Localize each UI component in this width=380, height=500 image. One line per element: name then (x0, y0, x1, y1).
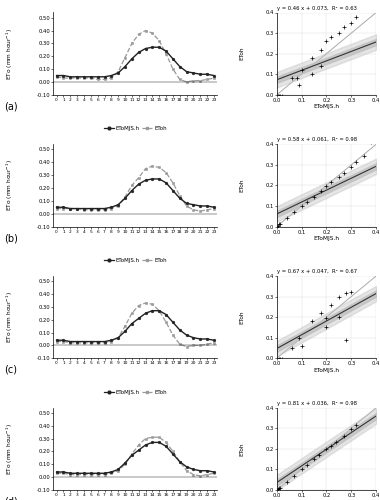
Point (333, 438, 339, 446)
Point (341, 23, 347, 31)
Point (291, 208, 297, 216)
Point (296, 334, 302, 342)
Point (296, 80, 302, 88)
Point (336, 29, 342, 37)
Point (341, 169, 347, 177)
Text: y = 0.81 x + 0.036,  R² = 0.98: y = 0.81 x + 0.036, R² = 0.98 (277, 401, 357, 406)
Point (328, 33, 334, 41)
Point (275, 356, 281, 364)
Point (279, 92, 285, 100)
Text: y = 0.58 x + 0.061,  R² = 0.98: y = 0.58 x + 0.061, R² = 0.98 (277, 138, 357, 142)
Point (353, 12, 359, 20)
Y-axis label: ETo (mm hour$^{-1}$): ETo (mm hour$^{-1}$) (5, 423, 16, 475)
Point (277, 92, 283, 100)
Point (323, 445, 329, 453)
Point (348, 426, 355, 434)
Y-axis label: EToh: EToh (240, 47, 245, 60)
X-axis label: EToMJS.h: EToMJS.h (314, 236, 339, 241)
Point (275, 222, 281, 230)
Point (277, 356, 283, 364)
Point (276, 356, 282, 364)
Point (304, 198, 310, 206)
Point (311, 192, 317, 200)
Text: y = 0.46 x + 0.073,  R² = 0.63: y = 0.46 x + 0.073, R² = 0.63 (277, 6, 356, 10)
Point (323, 314, 329, 322)
Point (316, 451, 322, 459)
Y-axis label: EToh: EToh (240, 442, 245, 456)
Point (353, 421, 359, 429)
Text: y = 0.67 x + 0.047,  R² = 0.67: y = 0.67 x + 0.047, R² = 0.67 (277, 269, 357, 274)
Point (309, 54, 315, 62)
X-axis label: EToMJS.h: EToMJS.h (314, 368, 339, 373)
Point (323, 182, 329, 190)
Point (343, 336, 349, 344)
Text: (d): (d) (4, 496, 18, 500)
Point (299, 66, 305, 74)
Point (304, 462, 310, 469)
Legend: EToMJS.h, EToh: EToMJS.h, EToh (101, 256, 169, 265)
Point (283, 478, 290, 486)
Point (299, 466, 305, 473)
Point (368, 138, 374, 146)
Point (336, 313, 342, 321)
Point (318, 62, 325, 70)
Y-axis label: ETo (mm hour$^{-1}$): ETo (mm hour$^{-1}$) (5, 28, 16, 80)
Point (288, 344, 294, 352)
Y-axis label: EToh: EToh (240, 310, 245, 324)
Point (311, 455, 317, 463)
Point (328, 442, 334, 450)
Point (288, 74, 294, 82)
Point (277, 220, 283, 228)
Point (276, 220, 282, 228)
Point (348, 19, 355, 27)
Point (294, 74, 300, 82)
Point (323, 324, 329, 332)
Point (336, 173, 342, 181)
Point (309, 317, 315, 325)
X-axis label: EToMJS.h: EToMJS.h (314, 104, 339, 110)
Point (343, 290, 349, 298)
Point (291, 472, 297, 480)
Point (276, 484, 282, 492)
Text: (c): (c) (4, 365, 17, 375)
Point (283, 214, 290, 222)
Point (318, 309, 325, 317)
Point (348, 288, 355, 296)
Point (336, 292, 342, 300)
Point (318, 46, 325, 54)
Point (341, 432, 347, 440)
Point (318, 186, 325, 194)
Text: (b): (b) (4, 233, 18, 243)
Point (328, 301, 334, 309)
Y-axis label: EToh: EToh (240, 178, 245, 192)
Y-axis label: ETo (mm hour$^{-1}$): ETo (mm hour$^{-1}$) (5, 291, 16, 343)
Point (309, 70, 315, 78)
Point (275, 92, 281, 100)
Point (277, 484, 283, 492)
Text: (a): (a) (4, 102, 17, 112)
Point (348, 163, 355, 171)
Legend: EToMJS.h, EToh: EToMJS.h, EToh (101, 124, 169, 134)
Legend: EToMJS.h, EToh: EToMJS.h, EToh (101, 388, 169, 397)
Y-axis label: ETo (mm hour$^{-1}$): ETo (mm hour$^{-1}$) (5, 160, 16, 212)
Point (275, 485, 281, 493)
Point (328, 178, 334, 186)
Point (299, 342, 305, 350)
Point (279, 356, 285, 364)
Point (276, 92, 282, 100)
Point (353, 158, 359, 166)
Point (299, 202, 305, 210)
Point (361, 152, 367, 160)
Point (323, 38, 329, 46)
